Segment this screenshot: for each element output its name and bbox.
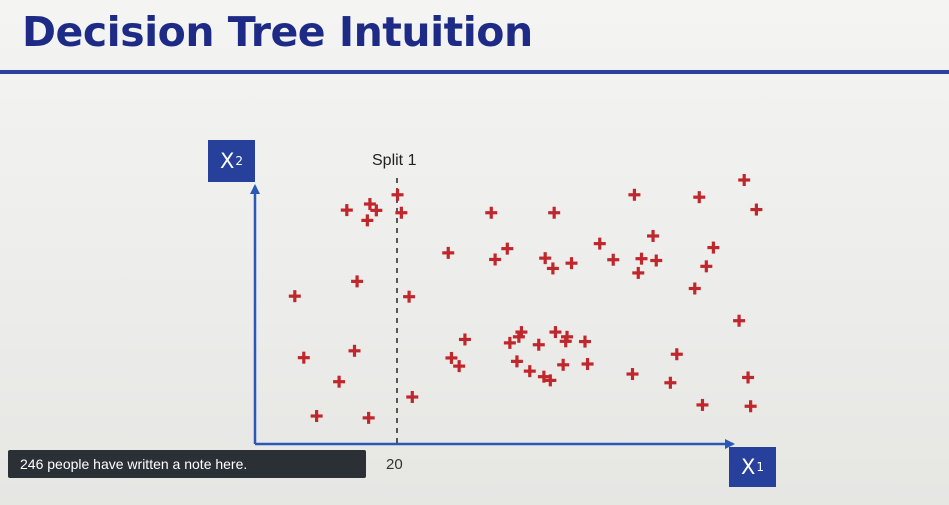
data-point	[565, 257, 578, 270]
data-point	[537, 370, 550, 383]
data-point	[628, 188, 641, 201]
data-point	[340, 204, 353, 217]
data-point	[696, 398, 709, 411]
data-point	[593, 237, 606, 250]
data-point	[578, 335, 591, 348]
data-point	[693, 191, 706, 204]
data-point	[403, 290, 416, 303]
data-point	[581, 358, 594, 371]
data-point	[458, 333, 471, 346]
data-point	[549, 326, 562, 339]
data-point	[391, 188, 404, 201]
data-point	[370, 204, 383, 217]
x-tick-label: 20	[386, 456, 403, 473]
data-point	[733, 314, 746, 327]
data-point	[607, 253, 620, 266]
data-point	[557, 358, 570, 371]
data-point	[707, 241, 720, 254]
data-point	[442, 246, 455, 259]
data-point	[362, 411, 375, 424]
data-point	[310, 410, 323, 423]
data-point	[395, 206, 408, 219]
data-point	[363, 198, 376, 211]
data-points	[288, 174, 763, 424]
notes-banner-text: 246 people have written a note here.	[20, 456, 248, 472]
data-point	[510, 355, 523, 368]
data-point	[489, 253, 502, 266]
data-point	[512, 330, 525, 343]
data-point	[700, 260, 713, 273]
data-point	[664, 376, 677, 389]
data-point	[406, 391, 419, 404]
data-point	[688, 282, 701, 295]
y-axis-label-sub: 2	[235, 154, 244, 168]
data-point	[650, 254, 663, 267]
data-point	[561, 330, 574, 343]
data-point	[626, 368, 639, 381]
data-point	[647, 229, 660, 242]
data-point	[546, 262, 559, 275]
data-point	[539, 252, 552, 265]
data-point	[348, 344, 361, 357]
title-underline	[0, 70, 949, 74]
y-axis-label-main: X	[219, 149, 235, 173]
data-point	[523, 365, 536, 378]
data-point	[333, 375, 346, 388]
data-point	[501, 242, 514, 255]
data-point	[515, 326, 528, 339]
data-point	[632, 266, 645, 279]
data-point	[744, 400, 757, 413]
data-point	[297, 351, 310, 364]
data-point	[532, 338, 545, 351]
data-point	[670, 348, 683, 361]
split-1-label: Split 1	[372, 152, 417, 169]
x-axis-label-sub: 1	[756, 460, 765, 474]
data-point	[503, 336, 516, 349]
data-point	[288, 290, 301, 303]
data-point	[548, 206, 561, 219]
data-point	[445, 351, 458, 364]
data-point	[361, 214, 374, 227]
data-point	[485, 206, 498, 219]
data-point	[453, 360, 466, 373]
data-point	[635, 252, 648, 265]
x-axis-label-main: X	[740, 455, 756, 479]
slide-title: Decision Tree Intuition	[22, 8, 533, 56]
data-point	[544, 374, 557, 387]
data-point	[738, 174, 751, 186]
data-point	[742, 371, 755, 384]
data-point	[351, 275, 364, 288]
notes-banner[interactable]: 246 people have written a note here.	[8, 450, 366, 478]
data-point	[750, 203, 763, 216]
